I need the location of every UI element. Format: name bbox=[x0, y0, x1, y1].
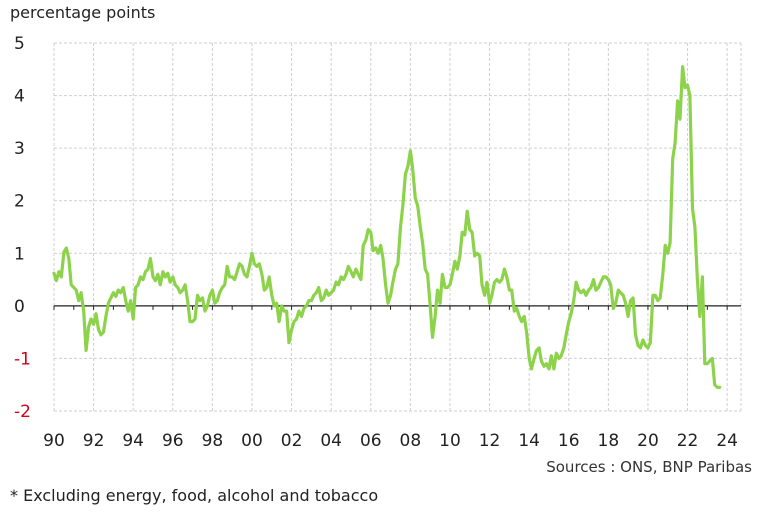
y-tick-label: 3 bbox=[14, 139, 25, 159]
x-tick-label: 00 bbox=[241, 431, 263, 451]
y-tick-label: 4 bbox=[14, 87, 25, 107]
x-tick-label: 18 bbox=[598, 431, 620, 451]
y-axis-unit-label: percentage points bbox=[10, 3, 156, 22]
series-layer bbox=[52, 65, 722, 389]
x-tick-label: 20 bbox=[637, 431, 659, 451]
x-tick-label: 04 bbox=[320, 431, 342, 451]
x-tick-label: 90 bbox=[43, 431, 65, 451]
x-tick-label: 96 bbox=[162, 431, 184, 451]
x-tick-label: 16 bbox=[558, 431, 580, 451]
y-tick-label: -2 bbox=[14, 402, 31, 422]
x-tick-label: 08 bbox=[400, 431, 422, 451]
y-tick-label: -1 bbox=[14, 349, 31, 369]
chart-grid bbox=[53, 42, 742, 412]
zero-axis bbox=[53, 305, 741, 310]
x-tick-label: 06 bbox=[360, 431, 382, 451]
x-tick-label: 10 bbox=[439, 431, 461, 451]
x-tick-label: 12 bbox=[479, 431, 501, 451]
y-tick-label: 1 bbox=[14, 244, 25, 264]
x-tick-label: 24 bbox=[716, 431, 738, 451]
footnote: * Excluding energy, food, alcohol and to… bbox=[10, 486, 379, 505]
source-note: Sources : ONS, BNP Paribas bbox=[546, 458, 752, 476]
x-tick-labels: 90 92 94 96 98 00 02 04 06 08 10 12 14 16 18 20 22 24 bbox=[43, 431, 738, 451]
y-tick-label: 2 bbox=[14, 192, 25, 212]
x-tick-label: 92 bbox=[83, 431, 105, 451]
x-tick-label: 22 bbox=[677, 431, 699, 451]
x-tick-label: 14 bbox=[518, 431, 540, 451]
y-tick-labels: -2 -1 0 1 2 3 4 5 bbox=[14, 34, 31, 422]
y-tick-label: 5 bbox=[14, 34, 25, 54]
series-line bbox=[52, 65, 722, 389]
x-tick-label: 02 bbox=[281, 431, 303, 451]
x-tick-label: 98 bbox=[202, 431, 224, 451]
x-tick-label: 94 bbox=[122, 431, 144, 451]
y-tick-label: 0 bbox=[14, 297, 25, 317]
